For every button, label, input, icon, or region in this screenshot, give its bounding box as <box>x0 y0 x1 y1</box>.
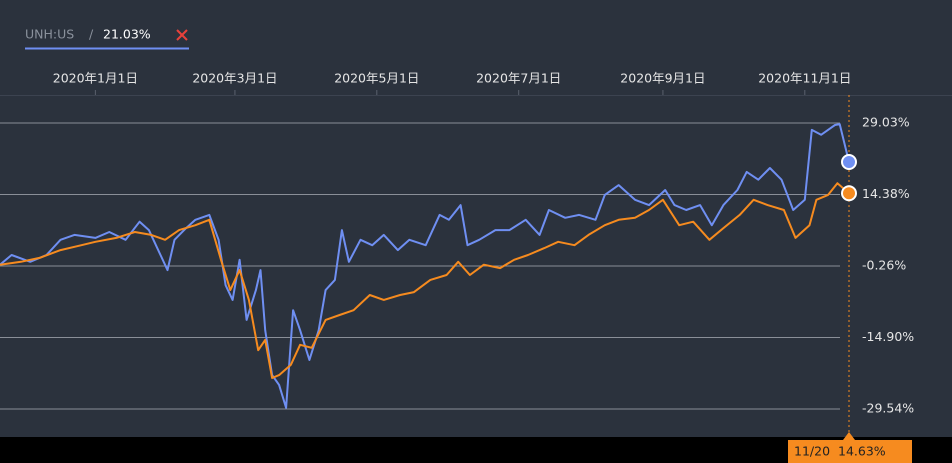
crosshair-pointer <box>843 432 855 440</box>
y-tick-label: -29.54% <box>862 401 914 416</box>
remove-icon <box>176 29 188 41</box>
x-tick-label: 2020年9月1日 <box>620 71 705 86</box>
crosshair-label-box <box>788 440 912 463</box>
y-tick-label: -14.90% <box>862 329 914 344</box>
y-tick-label: -0.26% <box>862 258 906 273</box>
last-point-marker <box>841 185 857 202</box>
crosshair-date: 11/20 <box>794 444 830 459</box>
y-tick-label: 29.03% <box>862 114 910 129</box>
series-line <box>0 123 850 409</box>
legend-remove[interactable] <box>176 29 188 41</box>
legend-separator: / <box>89 27 94 42</box>
x-tick-label: 2020年7月1日 <box>476 71 561 86</box>
series-line <box>0 182 850 379</box>
x-tick-label: 2020年11月1日 <box>758 71 851 86</box>
x-tick-label: 2020年5月1日 <box>334 71 419 86</box>
x-tick-label: 2020年1月1日 <box>53 71 138 86</box>
legend-value: 21.03% <box>103 27 151 42</box>
legend-name[interactable]: UNH:US <box>25 27 74 42</box>
crosshair-value: 14.63% <box>838 444 886 459</box>
x-tick-label: 2020年3月1日 <box>192 71 277 86</box>
y-tick-label: 14.38% <box>862 186 910 201</box>
last-point-marker <box>841 154 857 171</box>
